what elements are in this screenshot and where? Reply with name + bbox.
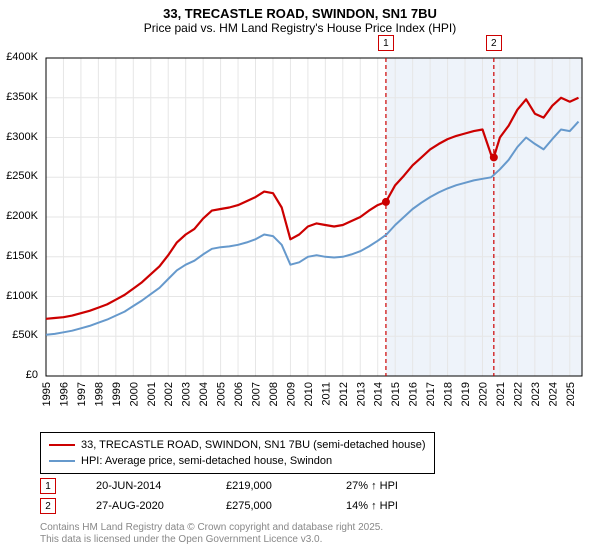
legend-swatch-2 (49, 460, 75, 462)
svg-text:2014: 2014 (373, 382, 385, 406)
svg-text:2013: 2013 (355, 382, 367, 406)
chart-marker-badge: 2 (486, 35, 502, 51)
title-line2: Price paid vs. HM Land Registry's House … (0, 21, 600, 35)
footer-line2: This data is licensed under the Open Gov… (40, 534, 383, 546)
svg-text:2010: 2010 (303, 382, 315, 406)
svg-text:1999: 1999 (111, 382, 123, 406)
svg-text:2023: 2023 (530, 382, 542, 406)
marker-delta: 14% ↑ HPI (346, 500, 398, 512)
y-tick-label: £150K (0, 250, 38, 262)
legend-swatch-1 (49, 444, 75, 446)
legend-row: HPI: Average price, semi-detached house,… (49, 453, 426, 469)
chart-marker-badge: 1 (378, 35, 394, 51)
y-tick-label: £100K (0, 290, 38, 302)
svg-text:2018: 2018 (443, 382, 455, 406)
svg-text:2017: 2017 (425, 382, 437, 406)
svg-text:2022: 2022 (512, 382, 524, 406)
svg-text:2006: 2006 (233, 382, 245, 406)
svg-text:2007: 2007 (251, 382, 263, 406)
svg-text:2009: 2009 (285, 382, 297, 406)
chart-container: 33, TRECASTLE ROAD, SWINDON, SN1 7BU Pri… (0, 0, 600, 560)
svg-text:2015: 2015 (390, 382, 402, 406)
svg-text:1997: 1997 (76, 382, 88, 406)
svg-text:2020: 2020 (477, 382, 489, 406)
marker-badge-1: 1 (40, 478, 56, 494)
svg-text:2012: 2012 (338, 382, 350, 406)
marker-badge-2: 2 (40, 498, 56, 514)
svg-text:1996: 1996 (58, 382, 70, 406)
svg-text:2019: 2019 (460, 382, 472, 406)
svg-text:2005: 2005 (216, 382, 228, 406)
svg-text:2002: 2002 (163, 382, 175, 406)
marker-row: 2 27-AUG-2020 £275,000 14% ↑ HPI (40, 496, 398, 516)
svg-text:2008: 2008 (268, 382, 280, 406)
legend: 33, TRECASTLE ROAD, SWINDON, SN1 7BU (se… (40, 432, 435, 474)
svg-text:1995: 1995 (41, 382, 53, 406)
svg-text:2016: 2016 (408, 382, 420, 406)
y-tick-label: £0 (0, 369, 38, 381)
svg-text:2011: 2011 (320, 382, 332, 406)
marker-date: 27-AUG-2020 (96, 500, 186, 512)
marker-table: 1 20-JUN-2014 £219,000 27% ↑ HPI 2 27-AU… (40, 476, 398, 516)
y-tick-label: £350K (0, 91, 38, 103)
y-tick-label: £200K (0, 210, 38, 222)
marker-price: £219,000 (226, 480, 306, 492)
legend-label: 33, TRECASTLE ROAD, SWINDON, SN1 7BU (se… (81, 437, 426, 453)
title-block: 33, TRECASTLE ROAD, SWINDON, SN1 7BU Pri… (0, 0, 600, 35)
svg-text:2004: 2004 (198, 382, 210, 406)
y-tick-label: £250K (0, 170, 38, 182)
svg-text:2021: 2021 (495, 382, 507, 406)
svg-text:2024: 2024 (547, 382, 559, 406)
footer: Contains HM Land Registry data © Crown c… (40, 522, 383, 546)
legend-label: HPI: Average price, semi-detached house,… (81, 453, 332, 469)
legend-row: 33, TRECASTLE ROAD, SWINDON, SN1 7BU (se… (49, 437, 426, 453)
chart-area: 1995 1996 1997 1998 1999 2000 2001 2002 2003 2004… (40, 52, 588, 422)
svg-text:2025: 2025 (565, 382, 577, 406)
svg-text:2003: 2003 (181, 382, 193, 406)
marker-date: 20-JUN-2014 (96, 480, 186, 492)
y-tick-label: £300K (0, 131, 38, 143)
marker-badge-text: 2 (45, 501, 51, 512)
y-tick-label: £50K (0, 329, 38, 341)
footer-line1: Contains HM Land Registry data © Crown c… (40, 522, 383, 534)
marker-badge-text: 1 (45, 481, 51, 492)
chart-svg: 1995 1996 1997 1998 1999 2000 2001 2002 2003 2004… (40, 52, 588, 422)
title-line1: 33, TRECASTLE ROAD, SWINDON, SN1 7BU (0, 6, 600, 21)
y-tick-label: £400K (0, 51, 38, 63)
marker-delta: 27% ↑ HPI (346, 480, 398, 492)
svg-text:2001: 2001 (146, 382, 158, 406)
marker-row: 1 20-JUN-2014 £219,000 27% ↑ HPI (40, 476, 398, 496)
svg-text:2000: 2000 (128, 382, 140, 406)
svg-text:1998: 1998 (93, 382, 105, 406)
marker-price: £275,000 (226, 500, 306, 512)
